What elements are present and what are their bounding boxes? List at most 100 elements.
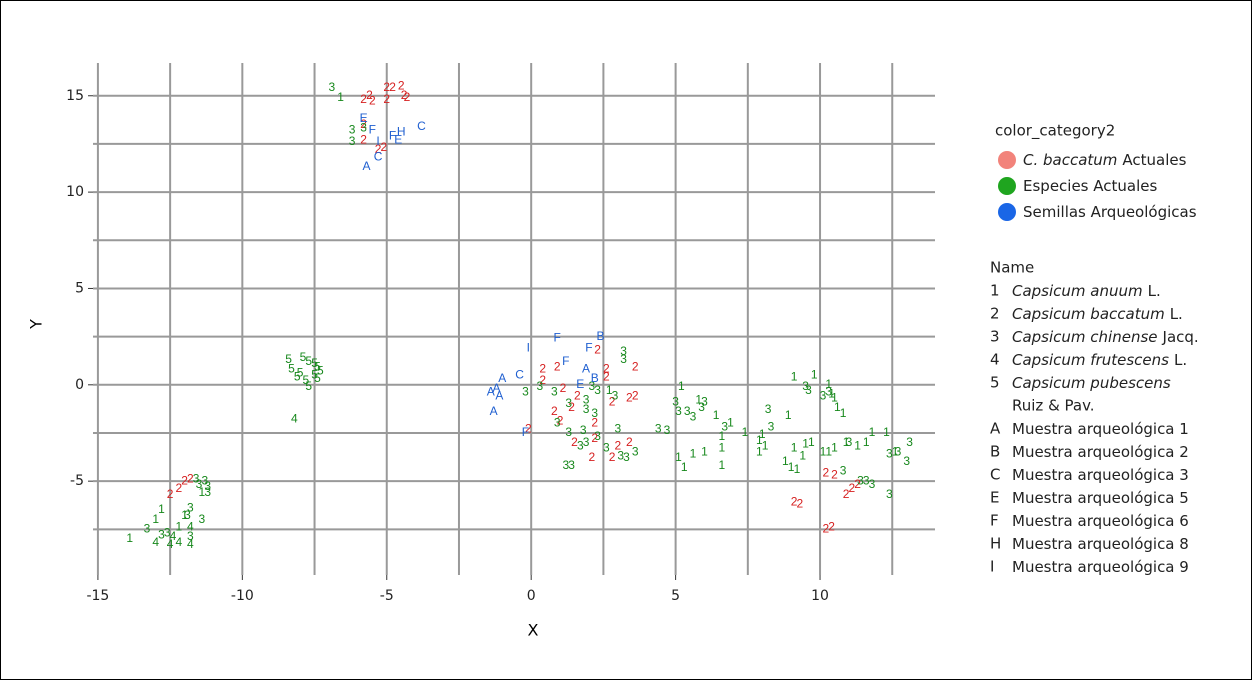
name-key: 3	[990, 328, 1000, 346]
point: 2	[181, 473, 188, 487]
point: 3	[675, 404, 682, 418]
point: 4	[291, 412, 298, 426]
point: C	[374, 150, 383, 164]
point: 1	[152, 512, 159, 526]
point: 2	[539, 362, 546, 376]
point: F	[562, 354, 569, 368]
name-label-italic: Capsicum frutescens	[1012, 351, 1169, 369]
point: F	[522, 425, 529, 439]
point: 2	[609, 450, 616, 464]
point: 2	[375, 142, 382, 156]
point: 3	[886, 446, 893, 460]
point: 1	[854, 439, 861, 453]
name-label: Muestra arqueológica 3	[1012, 466, 1189, 484]
point: 1	[701, 444, 708, 458]
legend-swatch	[998, 203, 1016, 221]
name-label: Muestra arqueológica 9	[1012, 558, 1189, 576]
name-label-text: Muestra arqueológica 8	[1012, 535, 1189, 553]
point: 3	[768, 419, 775, 433]
point: A	[495, 389, 503, 403]
point: H	[397, 125, 406, 139]
point: 1	[727, 416, 734, 430]
point: 3	[187, 500, 194, 514]
point: 2	[167, 487, 174, 501]
point: 3	[589, 379, 596, 393]
point: 2	[614, 439, 621, 453]
point: 3	[204, 485, 211, 499]
name-key: F	[990, 512, 999, 530]
point: 4	[187, 520, 194, 534]
x-tick-label: -5	[380, 588, 394, 604]
point: 2	[854, 477, 861, 491]
y-tick-label: 0	[75, 377, 84, 393]
name-key: A	[990, 420, 1001, 438]
point: 3	[537, 379, 544, 393]
point: 1	[791, 369, 798, 383]
point: 5	[288, 362, 295, 376]
point: 5	[314, 360, 321, 374]
point: 3	[360, 121, 367, 135]
point: 4	[170, 529, 177, 543]
name-key: 2	[990, 305, 1000, 323]
y-axis-label: Y	[27, 319, 46, 330]
point: 5	[311, 356, 318, 370]
point: 1	[158, 502, 165, 516]
point: C	[515, 367, 524, 381]
point: 2	[632, 360, 639, 374]
name-key: 5	[990, 374, 1000, 392]
point: 1	[802, 437, 809, 451]
point: 2	[187, 471, 194, 485]
point: 3	[612, 389, 619, 403]
y-tick-label: 5	[75, 280, 84, 296]
point: 3	[701, 394, 708, 408]
point: 3	[577, 439, 584, 453]
point: 1	[892, 444, 899, 458]
point: 2	[389, 80, 396, 94]
legend-title: color_category2	[995, 122, 1115, 141]
point: 1	[718, 441, 725, 455]
point: 3	[863, 473, 870, 487]
point: 1	[834, 400, 841, 414]
name-label-text: Muestra arqueológica 2	[1012, 443, 1189, 461]
point: 2	[591, 431, 598, 445]
point: 1	[791, 441, 798, 455]
name-label-text: L.	[1174, 351, 1187, 369]
point: 2	[603, 362, 610, 376]
point: A	[490, 404, 498, 418]
point: 1	[788, 460, 795, 474]
point: 2	[369, 94, 376, 108]
name-label-text: L.	[1170, 305, 1183, 323]
name-label-italic: Capsicum anuum	[1012, 282, 1143, 300]
point: 1	[690, 446, 697, 460]
point: 2	[539, 373, 546, 387]
point: 2	[554, 360, 561, 374]
point: 5	[305, 354, 312, 368]
point: 5	[300, 350, 307, 364]
point: 3	[565, 425, 572, 439]
x-tick-label: 0	[527, 588, 536, 604]
point: F	[369, 123, 376, 137]
point: 3	[551, 385, 558, 399]
point: 1	[742, 425, 749, 439]
point: 2	[568, 400, 575, 414]
point: 3	[846, 435, 853, 449]
point: 3	[580, 423, 587, 437]
point: 1	[794, 462, 801, 476]
name-label: Capsicum pubescens	[1012, 374, 1171, 392]
name-label: Muestra arqueológica 6	[1012, 512, 1189, 530]
point: 3	[698, 400, 705, 414]
name-label: Capsicum frutescens L.	[1012, 351, 1187, 369]
point: 3	[522, 385, 529, 399]
point: 5	[317, 363, 324, 377]
point: 2	[822, 522, 829, 536]
name-label-italic: Capsicum pubescens	[1012, 374, 1171, 392]
point: 3	[196, 477, 203, 491]
point: B	[597, 329, 605, 343]
legend-swatch	[998, 177, 1016, 195]
point: 2	[589, 450, 596, 464]
point: 3	[583, 392, 590, 406]
point: 3	[568, 458, 575, 472]
legend-label-text: Semillas Arqueológicas	[1023, 203, 1197, 221]
point: 3	[895, 444, 902, 458]
point: 2	[609, 394, 616, 408]
